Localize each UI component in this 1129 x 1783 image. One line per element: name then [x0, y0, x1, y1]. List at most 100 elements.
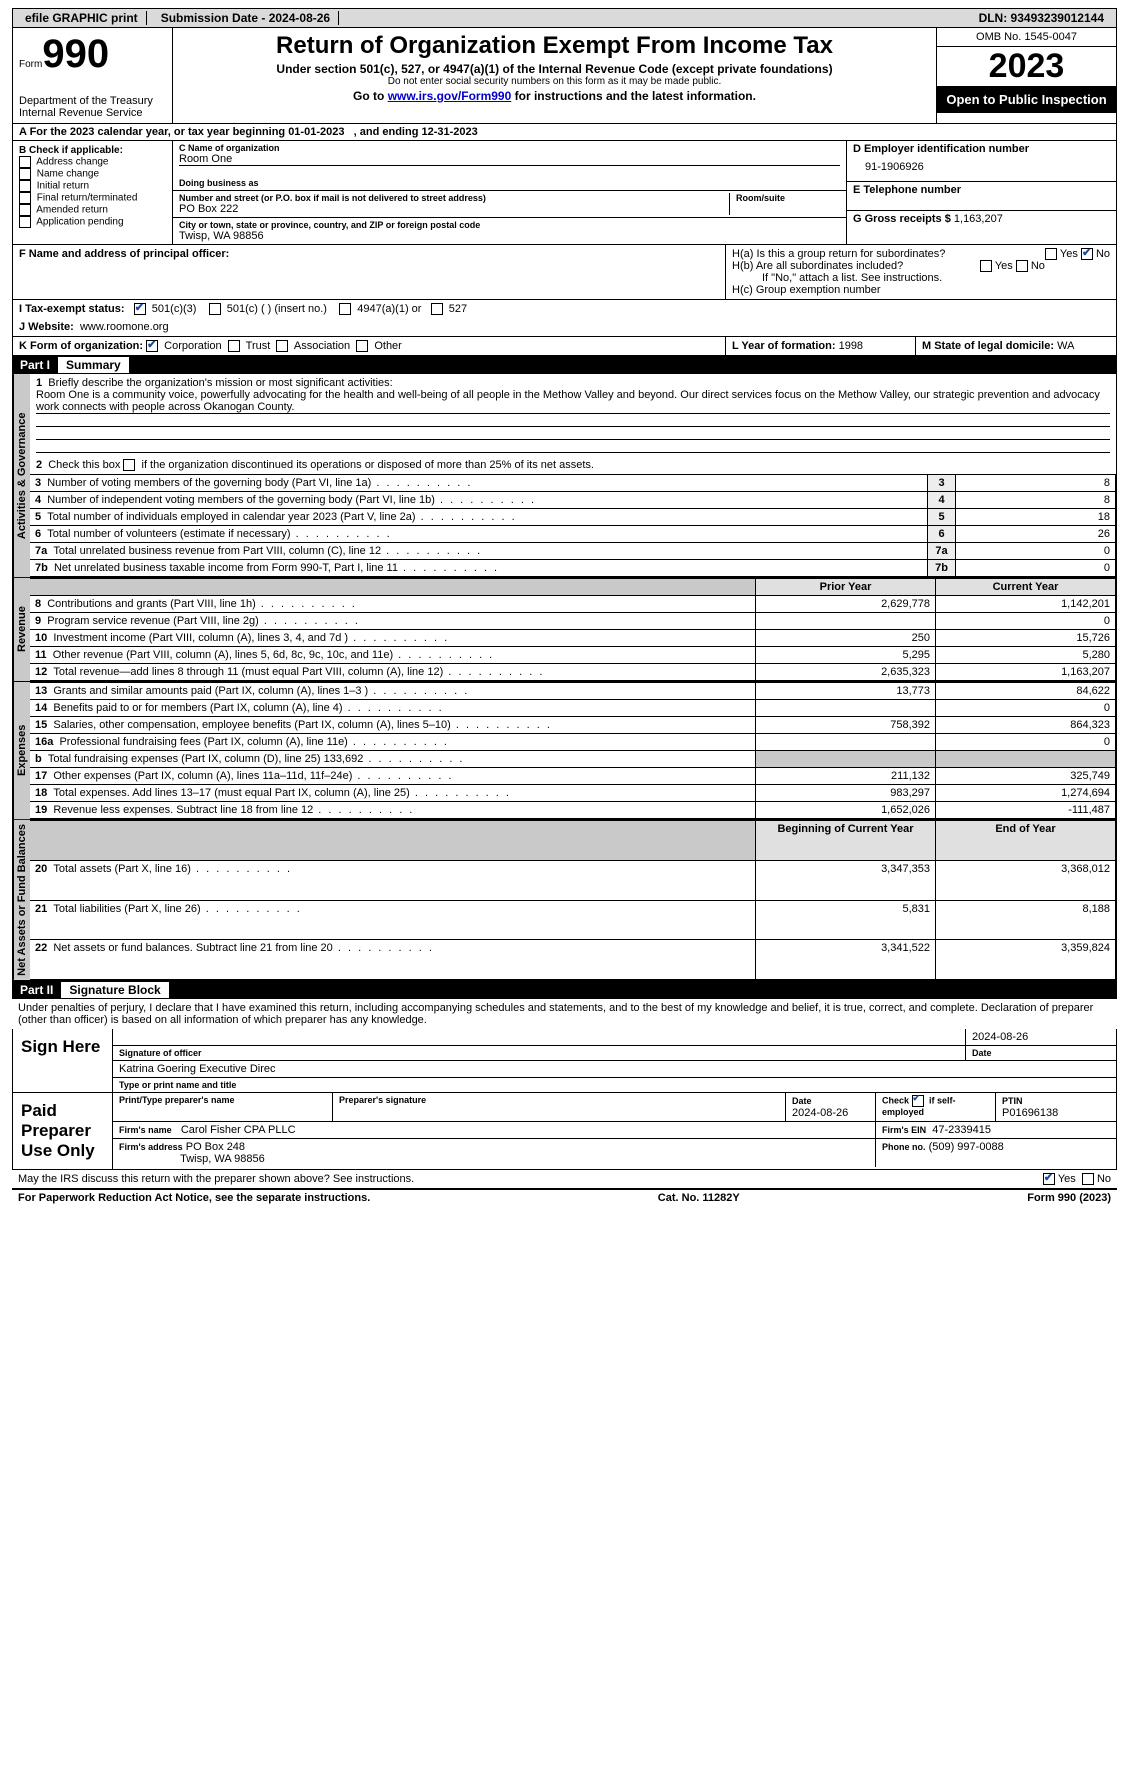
efile-label: efile GRAPHIC print: [17, 11, 147, 25]
summary-rev: Revenue Prior YearCurrent Year8 Contribu…: [12, 578, 1117, 682]
b-item: Initial return: [19, 180, 166, 192]
phone-label: E Telephone number: [853, 184, 961, 196]
footer-left: For Paperwork Reduction Act Notice, see …: [18, 1192, 370, 1204]
page-footer: For Paperwork Reduction Act Notice, see …: [12, 1189, 1117, 1206]
q2-text2: if the organization discontinued its ope…: [138, 459, 594, 471]
row-klm: K Form of organization: Corporation Trus…: [12, 337, 1117, 356]
side-expenses: Expenses: [13, 682, 30, 819]
trust-checkbox[interactable]: [228, 340, 240, 352]
row-a: A For the 2023 calendar year, or tax yea…: [12, 124, 1117, 141]
527-checkbox[interactable]: [431, 303, 443, 315]
summary-exp: Expenses 13 Grants and similar amounts p…: [12, 682, 1117, 820]
501c-checkbox[interactable]: [209, 303, 221, 315]
paid-preparer-block: Paid Preparer Use Only Print/Type prepar…: [12, 1093, 1117, 1170]
summary-row: 7b Net unrelated business taxable income…: [30, 560, 1116, 577]
col-d: D Employer identification number91-19069…: [846, 141, 1116, 244]
opt-527: 527: [449, 303, 467, 315]
ha-no-checkbox[interactable]: [1081, 248, 1093, 260]
form-prefix: Form: [19, 59, 42, 70]
ha-label: H(a) Is this a group return for subordin…: [732, 248, 945, 260]
org-name: Room One: [179, 153, 840, 166]
dept-treasury: Department of the Treasury: [19, 95, 166, 107]
footer-cat: Cat. No. 11282Y: [658, 1192, 740, 1204]
hb-no-checkbox[interactable]: [1016, 260, 1028, 272]
discuss-text: May the IRS discuss this return with the…: [18, 1173, 414, 1185]
hb-note: If "No," attach a list. See instructions…: [732, 272, 1110, 284]
ein-label: D Employer identification number: [853, 143, 1029, 155]
side-netassets: Net Assets or Fund Balances: [13, 820, 30, 980]
q1-label: Briefly describe the organization's miss…: [48, 377, 392, 389]
sig-label: Signature of officer: [113, 1046, 966, 1060]
b-item: Final return/terminated: [19, 192, 166, 204]
b-item: Address change: [19, 156, 166, 168]
b-checkbox[interactable]: [19, 180, 31, 192]
topbar: efile GRAPHIC print Submission Date - 20…: [12, 8, 1117, 28]
i-label: I Tax-exempt status:: [19, 303, 125, 315]
yes-label: Yes: [1060, 248, 1078, 260]
hb-yes-checkbox[interactable]: [980, 260, 992, 272]
q2-checkbox[interactable]: [123, 459, 135, 471]
sign-here-label: Sign Here: [13, 1029, 113, 1092]
discuss-yes-checkbox[interactable]: [1043, 1173, 1055, 1185]
b-checkbox[interactable]: [19, 204, 31, 216]
l-label: L Year of formation:: [732, 340, 836, 352]
preparer-name-label: Print/Type preparer's name: [113, 1093, 333, 1121]
expense-row: 13 Grants and similar amounts paid (Part…: [30, 683, 1116, 700]
gross-receipts: 1,163,207: [954, 213, 1003, 225]
b-checkbox[interactable]: [19, 216, 31, 228]
name-label: Type or print name and title: [113, 1078, 242, 1092]
b-checkbox[interactable]: [19, 168, 31, 180]
gross-label: G Gross receipts $: [853, 213, 951, 225]
officer-name: Katrina Goering Executive Direc: [113, 1061, 1116, 1077]
dln: DLN: 93493239012144: [971, 11, 1112, 25]
p-date: 2024-08-26: [792, 1107, 848, 1119]
city: Twisp, WA 98856: [179, 230, 840, 242]
b-checkbox[interactable]: [19, 192, 31, 204]
firm-addr-label: Firm's address: [119, 1142, 183, 1152]
expense-row: b Total fundraising expenses (Part IX, c…: [30, 751, 1116, 768]
firm-ein-label: Firm's EIN: [882, 1125, 926, 1135]
ptin: P01696138: [1002, 1107, 1058, 1119]
b-checkbox[interactable]: [19, 156, 31, 168]
revenue-row: 10 Investment income (Part VIII, column …: [30, 630, 1116, 647]
c-name-label: C Name of organization: [179, 143, 840, 153]
row-ij: I Tax-exempt status: 501(c)(3) 501(c) ( …: [12, 300, 1117, 337]
ha-yes-checkbox[interactable]: [1045, 248, 1057, 260]
part2-title: Signature Block: [61, 982, 168, 998]
col-c: C Name of organizationRoom OneDoing busi…: [173, 141, 846, 244]
irs-link[interactable]: www.irs.gov/Form990: [388, 89, 512, 103]
ein: 91-1906926: [853, 155, 1110, 179]
b-item: Name change: [19, 168, 166, 180]
omb-number: OMB No. 1545-0047: [937, 28, 1116, 47]
summary-ag: Activities & Governance 1 Briefly descri…: [12, 374, 1117, 578]
other-checkbox[interactable]: [356, 340, 368, 352]
summary-row: 3 Number of voting members of the govern…: [30, 475, 1116, 492]
opt-other: Other: [374, 340, 402, 352]
f-label: F Name and address of principal officer:: [19, 248, 229, 260]
self-employed-checkbox[interactable]: [912, 1095, 924, 1107]
row-a-end: , and ending 12-31-2023: [354, 126, 478, 138]
tax-year: 2023: [937, 47, 1116, 86]
opt-501c3: 501(c)(3): [152, 303, 197, 315]
expense-row: 19 Revenue less expenses. Subtract line …: [30, 802, 1116, 819]
4947-checkbox[interactable]: [339, 303, 351, 315]
firm-ein: 47-2339415: [932, 1124, 991, 1136]
date-label: Date: [966, 1046, 1116, 1060]
street: PO Box 222: [179, 203, 729, 215]
dept-irs: Internal Revenue Service: [19, 107, 166, 119]
subtitle-2: Do not enter social security numbers on …: [181, 76, 928, 87]
perjury-text: Under penalties of perjury, I declare th…: [12, 999, 1117, 1029]
mission-text: Room One is a community voice, powerfull…: [36, 389, 1110, 414]
preparer-sig-label: Preparer's signature: [333, 1093, 786, 1121]
corp-checkbox[interactable]: [146, 340, 158, 352]
assoc-checkbox[interactable]: [276, 340, 288, 352]
501c3-checkbox[interactable]: [134, 303, 146, 315]
firm-addr1: PO Box 248: [186, 1141, 245, 1153]
submission-date: Submission Date - 2024-08-26: [153, 11, 339, 25]
goto-suffix: for instructions and the latest informat…: [511, 89, 756, 103]
part1-header: Part ISummary: [12, 356, 1117, 374]
b-item: Amended return: [19, 204, 166, 216]
discuss-no-checkbox[interactable]: [1082, 1173, 1094, 1185]
subtitle-1: Under section 501(c), 527, or 4947(a)(1)…: [181, 62, 928, 76]
p-date-label: Date: [792, 1096, 812, 1106]
